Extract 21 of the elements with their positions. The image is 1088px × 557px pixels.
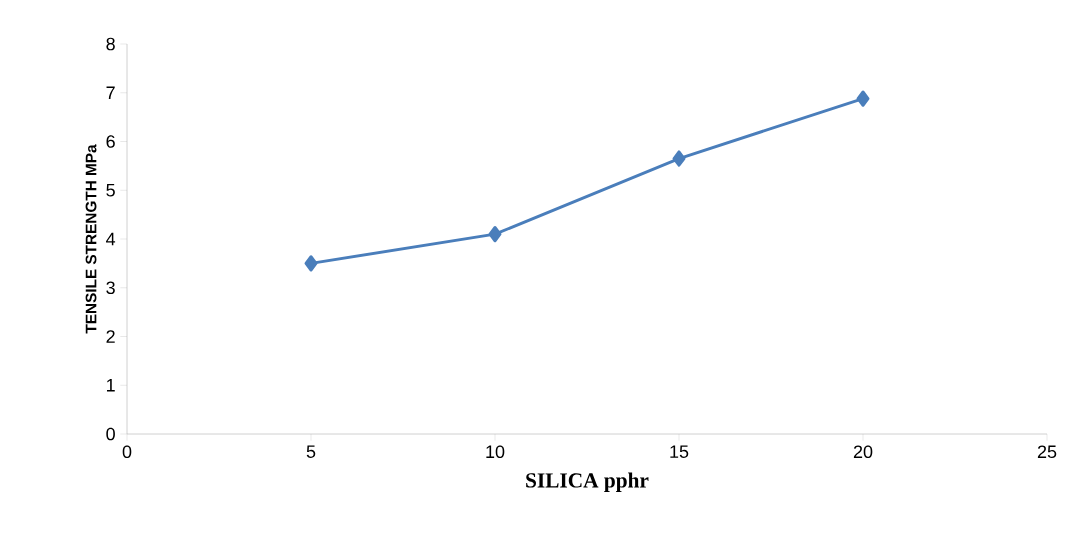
point — [672, 150, 686, 167]
y-tick-label: 3 — [106, 281, 115, 295]
y-tick-label: 6 — [106, 135, 115, 148]
point — [488, 225, 502, 243]
x-tick-label: 20 — [853, 445, 873, 459]
y-tick-label: 2 — [106, 330, 115, 343]
y-tick-label: 7 — [106, 86, 115, 99]
y-tick-label: 5 — [106, 183, 115, 197]
x-tick-label: 5 — [306, 445, 316, 458]
point — [856, 90, 870, 107]
y-tick-label: 4 — [106, 232, 116, 246]
x-tick-label: 15 — [670, 445, 689, 458]
y-tick-label: 0 — [106, 427, 115, 441]
y-tick-label: 1 — [106, 379, 115, 392]
y-axis-title: TENSILE STRENGTH MPa — [85, 144, 97, 334]
x-tick-label: 25 — [1037, 445, 1057, 459]
y-tick-label: 8 — [106, 37, 115, 51]
x-tick-label: 10 — [486, 445, 505, 459]
x-axis-title: SILICA pphr — [526, 472, 649, 492]
x-tick-label: 0 — [122, 445, 132, 459]
point — [304, 255, 318, 272]
